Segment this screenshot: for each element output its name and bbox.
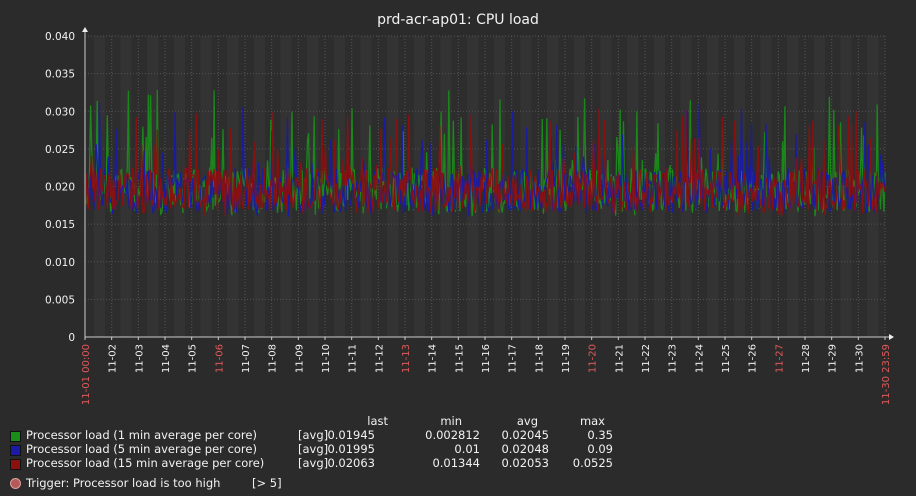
x-tick-label: 11-24 — [694, 344, 705, 373]
legend-min: 0.002812 — [425, 428, 480, 442]
y-tick-label: 0.035 — [45, 69, 75, 81]
legend-swatch — [10, 431, 21, 442]
x-tick-label: 11-15 — [454, 344, 465, 373]
x-tick-label: 11-22 — [641, 344, 652, 373]
x-tick-label: 11-20 — [588, 344, 599, 373]
series-lines — [84, 89, 886, 217]
legend-max: 0.0525 — [572, 456, 613, 470]
x-tick-label: 11-26 — [748, 344, 759, 373]
x-tick-label: 11-10 — [321, 344, 332, 373]
x-tick-label: 11-25 — [721, 344, 732, 373]
x-tick-label: 11-07 — [241, 344, 252, 373]
y-axis-ticks: 0 0.005 0.010 0.015 0.020 0.025 0.030 0.035 0.04… — [45, 31, 75, 344]
x-tick-label: 11-29 — [828, 344, 839, 373]
y-tick-label: 0.030 — [45, 106, 75, 118]
y-tick-label: 0 — [68, 332, 75, 344]
legend-max: 0.35 — [587, 428, 613, 442]
axes — [82, 27, 894, 340]
x-tick-label: 11-04 — [161, 344, 172, 373]
x-tick-label: 11-28 — [801, 344, 812, 373]
x-tick-label: 11-30 23:59 — [881, 344, 892, 405]
trigger-value: [> 5] — [252, 476, 282, 490]
legend-avg: 0.02048 — [501, 442, 549, 456]
y-tick-label: 0.020 — [45, 182, 75, 194]
x-tick-label: 11-14 — [428, 344, 439, 373]
y-axis-arrow-icon — [82, 27, 88, 32]
cpu-load-chart: prd-acr-ap01: CPU load 00.0050.0100.0150… — [45, 12, 894, 405]
y-tick-label: 0.025 — [45, 144, 75, 156]
x-tick-label: 11-23 — [668, 344, 679, 373]
x-tick-label: 11-21 — [614, 344, 625, 373]
x-tick-label: 11-12 — [374, 344, 385, 373]
legend-last: 0.01945 — [327, 428, 375, 442]
legend-col-avg: avg — [516, 414, 538, 428]
legend-min: 0.01344 — [432, 456, 480, 470]
x-tick-label: 11-13 — [401, 344, 412, 373]
x-tick-label: 11-03 — [134, 344, 145, 373]
y-tick-label: 0.040 — [45, 31, 75, 43]
x-tick-label: 11-11 — [348, 344, 359, 373]
legend-swatch — [10, 459, 21, 470]
legend-header: last min avg max — [0, 414, 916, 428]
series-line-2 — [84, 108, 886, 217]
legend-func: [avg] — [298, 456, 329, 470]
legend-avg: 0.02053 — [501, 456, 549, 470]
trigger-label: Trigger: Processor load is too high — [26, 476, 221, 490]
x-tick-label: 11-30 — [854, 344, 865, 373]
night-band — [665, 36, 672, 337]
legend-min: 0.01 — [454, 442, 480, 456]
legend-col-min: min — [440, 414, 462, 428]
x-tick-label: 11-27 — [774, 344, 785, 373]
legend-avg: 0.02045 — [501, 428, 549, 442]
legend-col-max: max — [579, 414, 605, 428]
legend-row-5min: Processor load (5 min average per core) … — [0, 442, 916, 456]
y-tick-label: 0.005 — [45, 294, 75, 306]
x-tick-label: 11-19 — [561, 344, 572, 373]
legend-func: [avg] — [298, 428, 329, 442]
x-tick-label: 11-05 — [188, 344, 199, 373]
legend-series-name: Processor load (1 min average per core) — [26, 428, 257, 442]
legend-last: 0.02063 — [327, 456, 375, 470]
x-tick-label: 11-08 — [268, 344, 279, 373]
y-tick-label: 0.015 — [45, 219, 75, 231]
x-tick-label: 11-01 00:00 — [81, 344, 92, 405]
legend-func: [avg] — [298, 442, 329, 456]
x-tick-label: 11-09 — [294, 344, 305, 373]
x-tick-label: 11-17 — [508, 344, 519, 373]
legend-swatch — [10, 445, 21, 456]
x-axis-arrow-icon — [889, 334, 894, 340]
legend-last: 0.01995 — [327, 442, 375, 456]
x-axis-ticks: 11-01 00:00 11-02 11-03 11-04 11-05 11-06 11-0… — [81, 337, 892, 405]
x-tick-label: 11-16 — [481, 344, 492, 373]
legend-row-15min: Processor load (15 min average per core)… — [0, 456, 916, 470]
x-tick-label: 11-06 — [214, 344, 225, 373]
x-tick-label: 11-02 — [108, 344, 119, 373]
trigger-dot-icon — [10, 478, 21, 489]
legend-row-1min: Processor load (1 min average per core) … — [0, 428, 916, 442]
x-tick-label: 11-18 — [534, 344, 545, 373]
legend-series-name: Processor load (15 min average per core) — [26, 456, 265, 470]
legend-max: 0.09 — [587, 442, 613, 456]
legend-series-name: Processor load (5 min average per core) — [26, 442, 257, 456]
legend-col-last: last — [367, 414, 388, 428]
night-band — [111, 36, 121, 337]
chart-title: prd-acr-ap01: CPU load — [377, 12, 539, 28]
y-tick-label: 0.010 — [45, 257, 75, 269]
